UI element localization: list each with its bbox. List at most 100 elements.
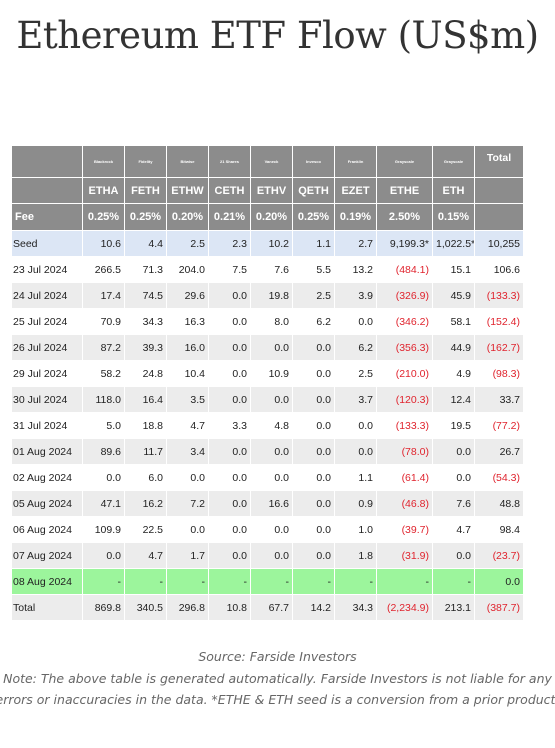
row-label: 23 Jul 2024 (11, 256, 83, 283)
row-total-cell: 10,255 (474, 230, 524, 257)
flow-value-cell: 6.0 (124, 464, 167, 491)
flow-value-cell: 2.5 (292, 282, 335, 309)
disclaimer-note: Note: The above table is generated autom… (0, 671, 555, 707)
row-label: 06 Aug 2024 (11, 516, 83, 543)
issuer-name: Vaneck (250, 145, 293, 178)
flow-value-cell: 0.0 (292, 464, 335, 491)
table-row: 06 Aug 2024 109.9 22.5 0.0 0.0 0.0 0.0 1.0 (39.7… (11, 516, 524, 543)
ticker-cell: FETH (124, 177, 167, 204)
flow-value-cell: 4.8 (250, 412, 293, 439)
flow-value-cell: 34.3 (124, 308, 167, 335)
flow-value-cell: (346.2) (376, 308, 433, 335)
flow-value-cell: 7.2 (166, 490, 209, 517)
issuer-name: Invesco (292, 145, 335, 178)
flow-value-cell: 0.0 (208, 386, 251, 413)
flow-value-cell: 3.3 (208, 412, 251, 439)
flow-value-cell: - (124, 568, 167, 595)
table-row: 31 Jul 2024 5.0 18.8 4.7 3.3 4.8 0.0 0.0 (133.3)… (11, 412, 524, 439)
flow-value-cell: 0.0 (334, 438, 377, 465)
flow-value-cell: 296.8 (166, 594, 209, 621)
row-label: 31 Jul 2024 (11, 412, 83, 439)
flow-value-cell: 0.0 (166, 516, 209, 543)
issuer-name: Blackrock (82, 145, 125, 178)
row-total-cell: (133.3) (474, 282, 524, 309)
row-label: Seed (11, 230, 83, 257)
flow-value-cell: 67.7 (250, 594, 293, 621)
flow-value-cell: 0.0 (82, 542, 125, 569)
flow-value-cell: 0.0 (292, 516, 335, 543)
flow-value-cell: 0.0 (166, 464, 209, 491)
flow-value-cell: 71.3 (124, 256, 167, 283)
flow-value-cell: - (292, 568, 335, 595)
flow-value-cell: 0.0 (292, 490, 335, 517)
flow-value-cell: 10.9 (250, 360, 293, 387)
total-row: Total 869.8 340.5 296.8 10.8 67.7 14.2 34.3 (2,2… (11, 594, 524, 621)
flow-value-cell: 6.2 (334, 334, 377, 361)
issuer-name: Grayscale (432, 145, 475, 178)
flow-value-cell: - (250, 568, 293, 595)
flow-value-cell: 10.4 (166, 360, 209, 387)
fee-header-row: Fee 0.25% 0.25% 0.20% 0.21% 0.20% 0.25% … (11, 203, 524, 231)
table-row: 02 Aug 2024 0.0 6.0 0.0 0.0 0.0 0.0 1.1 (61.4) 0.… (11, 464, 524, 491)
row-total-cell: 0.0 (474, 568, 524, 595)
flow-value-cell: (484.1) (376, 256, 433, 283)
table-row: 07 Aug 2024 0.0 4.7 1.7 0.0 0.0 0.0 1.8 (31.9) 0.… (11, 542, 524, 569)
flow-value-cell: 3.7 (334, 386, 377, 413)
row-label: 26 Jul 2024 (11, 334, 83, 361)
flow-value-cell: 0.0 (432, 464, 475, 491)
flow-value-cell: 213.1 (432, 594, 475, 621)
flow-value-cell: 74.5 (124, 282, 167, 309)
flow-value-cell: (39.7) (376, 516, 433, 543)
flow-value-cell: 10.8 (208, 594, 251, 621)
flow-value-cell: (78.0) (376, 438, 433, 465)
flow-value-cell: 0.0 (250, 386, 293, 413)
flow-value-cell: 4.7 (432, 516, 475, 543)
flow-value-cell: (356.3) (376, 334, 433, 361)
flow-value-cell: 1.1 (292, 230, 335, 257)
flow-value-cell: 340.5 (124, 594, 167, 621)
flow-value-cell: 0.0 (208, 542, 251, 569)
flow-value-cell: 0.0 (208, 308, 251, 335)
flow-value-cell: 5.0 (82, 412, 125, 439)
flow-value-cell: (133.3) (376, 412, 433, 439)
table-row: 29 Jul 2024 58.2 24.8 10.4 0.0 10.9 0.0 2.5 (210… (11, 360, 524, 387)
flow-value-cell: 2.5 (166, 230, 209, 257)
row-total-cell: 98.4 (474, 516, 524, 543)
table-row: 01 Aug 2024 89.6 11.7 3.4 0.0 0.0 0.0 0.0 (78.0)… (11, 438, 524, 465)
flow-value-cell: 0.0 (250, 542, 293, 569)
flow-value-cell: 266.5 (82, 256, 125, 283)
flow-value-cell: 0.0 (292, 334, 335, 361)
flow-value-cell: - (334, 568, 377, 595)
flow-value-cell: 58.2 (82, 360, 125, 387)
flow-value-cell: 109.9 (82, 516, 125, 543)
flow-value-cell: 2.7 (334, 230, 377, 257)
flow-value-cell: 58.1 (432, 308, 475, 335)
flow-value-cell: 70.9 (82, 308, 125, 335)
row-total-cell: (77.2) (474, 412, 524, 439)
flow-value-cell: 47.1 (82, 490, 125, 517)
flow-value-cell: 0.0 (208, 438, 251, 465)
table-row: 05 Aug 2024 47.1 16.2 7.2 0.0 16.6 0.0 0.9 (46.8… (11, 490, 524, 517)
table-row: 26 Jul 2024 87.2 39.3 16.0 0.0 0.0 0.0 6.2 (356.… (11, 334, 524, 361)
source-caption: Source: Farside Investors (198, 649, 357, 664)
flow-value-cell: 16.6 (250, 490, 293, 517)
row-label: 24 Jul 2024 (11, 282, 83, 309)
flow-value-cell: (210.0) (376, 360, 433, 387)
row-label: 02 Aug 2024 (11, 464, 83, 491)
row-total-cell: 48.8 (474, 490, 524, 517)
fee-cell: 0.20% (166, 203, 209, 231)
ticker-cell: ETHW (166, 177, 209, 204)
flow-value-cell: 3.5 (166, 386, 209, 413)
flow-value-cell: 0.0 (292, 360, 335, 387)
issuer-name: Franklin (334, 145, 377, 178)
flow-value-cell: 0.0 (432, 438, 475, 465)
flow-value-cell: 0.0 (250, 516, 293, 543)
issuer-header-row: Blackrock Fidelity Bitwise 21 Shares Van… (11, 145, 524, 178)
flow-value-cell: 89.6 (82, 438, 125, 465)
row-label: 29 Jul 2024 (11, 360, 83, 387)
flow-value-cell: 16.3 (166, 308, 209, 335)
row-total-cell: (54.3) (474, 464, 524, 491)
flow-value-cell: 0.0 (334, 308, 377, 335)
flow-value-cell: 22.5 (124, 516, 167, 543)
flow-value-cell: 87.2 (82, 334, 125, 361)
